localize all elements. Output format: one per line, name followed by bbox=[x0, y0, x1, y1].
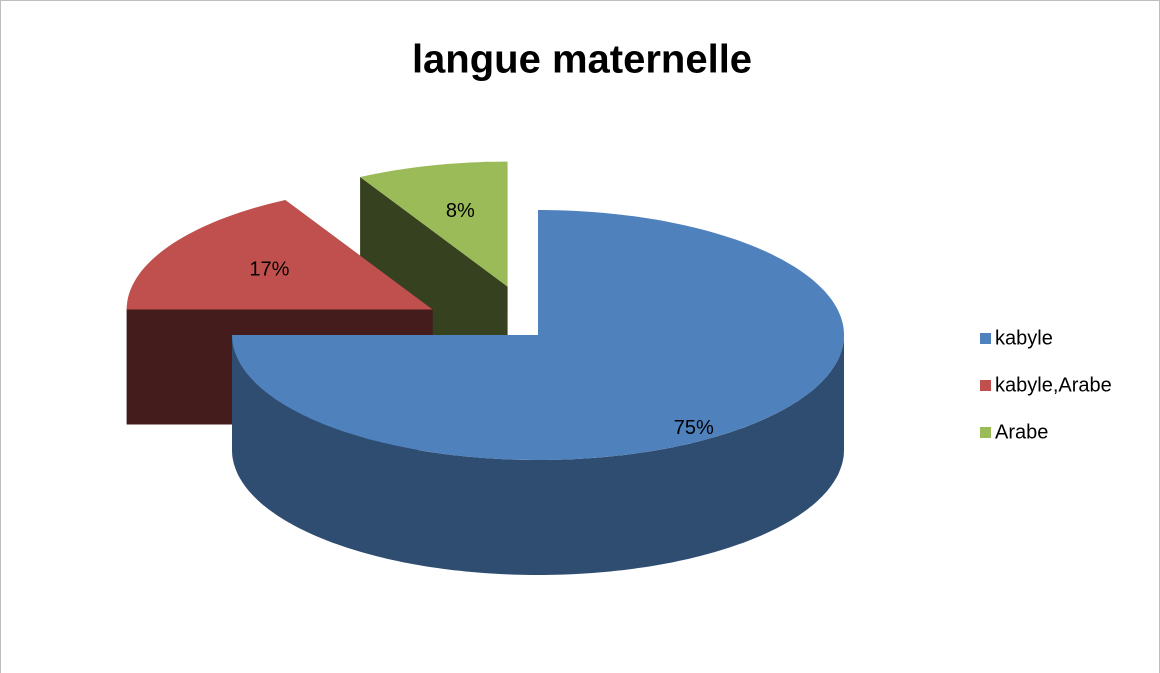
slice-outer-wall bbox=[232, 335, 844, 575]
data-label: 17% bbox=[249, 258, 289, 280]
chart-title: langue maternelle bbox=[412, 38, 752, 82]
data-label: 8% bbox=[446, 200, 475, 222]
legend-label: kabyle,Arabe bbox=[995, 374, 1112, 396]
slice: 75% bbox=[232, 210, 844, 575]
slice bbox=[232, 210, 844, 460]
data-label: 75% bbox=[674, 417, 714, 439]
legend-label: Arabe bbox=[995, 421, 1048, 443]
legend-swatch bbox=[980, 380, 991, 391]
slice bbox=[360, 161, 508, 287]
legend-label: kabyle bbox=[995, 327, 1053, 349]
legend-swatch bbox=[980, 427, 991, 438]
legend-swatch bbox=[980, 333, 991, 344]
slice bbox=[126, 200, 433, 310]
